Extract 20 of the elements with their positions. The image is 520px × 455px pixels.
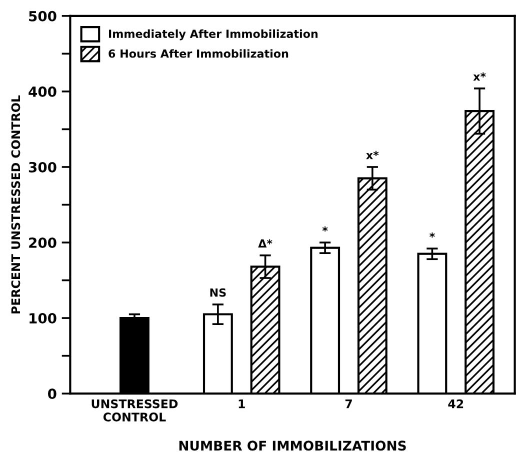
x-tick-label: 42 bbox=[448, 399, 464, 408]
legend-label: 6 Hours After Immobilization bbox=[108, 49, 288, 58]
y-tick-label: 200 bbox=[29, 237, 56, 248]
x-tick-label: 1 bbox=[238, 399, 245, 408]
x-axis-title: NUMBER OF IMMOBILIZATIONS bbox=[179, 440, 406, 451]
y-tick-label: 0 bbox=[48, 388, 56, 400]
annotation: x* bbox=[366, 150, 379, 160]
annotation: * bbox=[322, 226, 328, 232]
y-tick-label: 400 bbox=[28, 86, 56, 97]
y-tick-label: 500 bbox=[29, 10, 56, 22]
y-tick-label: 100 bbox=[30, 313, 56, 324]
x-tick-label: UNSTRESSED CONTROL bbox=[92, 399, 178, 422]
y-axis-title: PERCENT UNSTRESSED CONTROL bbox=[11, 95, 20, 314]
annotation: * bbox=[430, 232, 435, 238]
annotation: x* bbox=[473, 72, 486, 81]
x-tick-label: 7 bbox=[345, 399, 352, 408]
annotation: NS bbox=[210, 288, 226, 297]
legend-label: Immediately After Immobilization bbox=[109, 29, 318, 40]
y-tick-label: 300 bbox=[28, 162, 56, 172]
annotation: Δ* bbox=[258, 239, 272, 248]
